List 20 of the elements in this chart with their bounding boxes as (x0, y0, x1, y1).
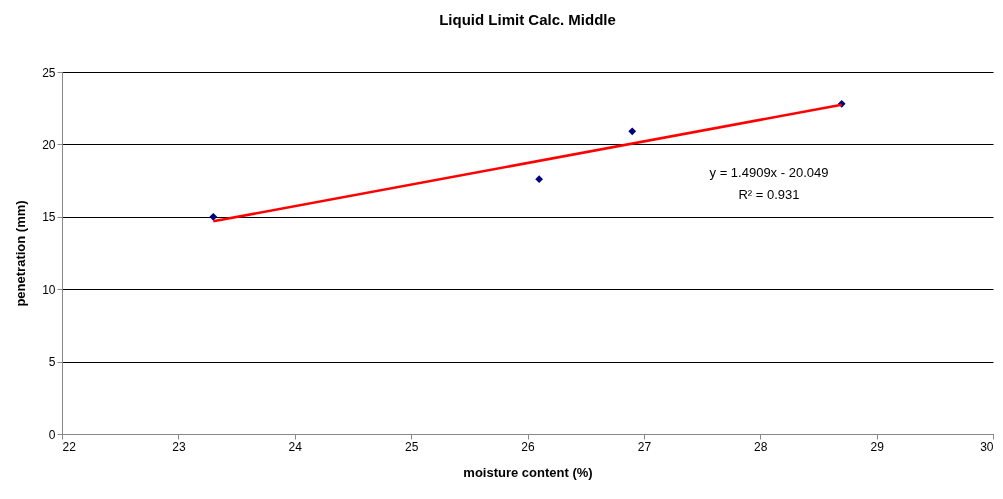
x-tick-label: 28 (754, 439, 768, 454)
annotation: R² = 0.931 (738, 187, 800, 202)
x-tick-label: 25 (404, 439, 419, 454)
y-tick-label: 10 (42, 282, 56, 297)
y-tick-label: 20 (42, 137, 56, 152)
y-axis-title: penetration (mm) (13, 200, 29, 307)
x-tick-label: 23 (172, 439, 186, 454)
y-tick-label: 5 (48, 355, 56, 370)
x-tick-label: 27 (637, 439, 652, 454)
x-axis-title: moisture content (%) (463, 464, 593, 480)
x-tick-label: 30 (980, 439, 994, 454)
y-tick-label: 25 (42, 65, 56, 80)
x-tick-label: 26 (521, 439, 535, 454)
x-tick-label: 24 (288, 439, 303, 454)
x-tick-label: 29 (870, 439, 885, 454)
annotation: y = 1.4909x - 20.049 (709, 165, 829, 180)
y-tick-label: 15 (42, 210, 56, 225)
y-tick-label: 0 (48, 427, 56, 442)
x-tick-label: 22 (62, 439, 77, 454)
chart-title: Liquid Limit Calc. Middle (439, 11, 616, 28)
